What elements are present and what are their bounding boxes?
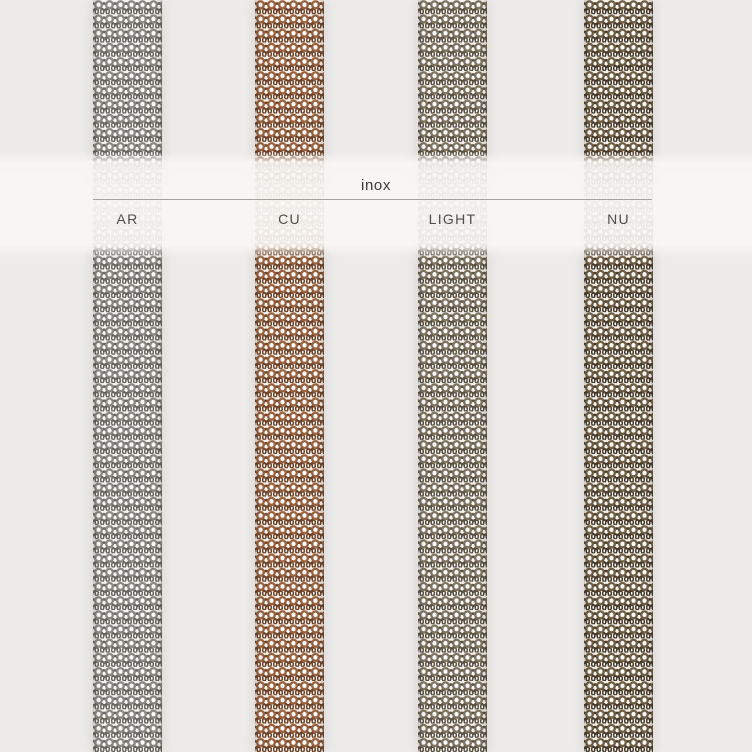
finish-label-ar[interactable]: AR <box>116 211 139 227</box>
finish-label-nu[interactable]: NU <box>607 211 630 227</box>
swatch-strip-cu[interactable] <box>255 0 324 752</box>
swatch-strip-nu[interactable] <box>584 0 653 752</box>
finish-label-light[interactable]: LIGHT <box>428 211 477 227</box>
category-title: inox <box>361 177 391 194</box>
swatch-strip-ar[interactable] <box>93 0 162 752</box>
finish-label-cu[interactable]: CU <box>278 211 301 227</box>
swatch-strip-light[interactable] <box>418 0 487 752</box>
divider-line <box>93 199 652 200</box>
